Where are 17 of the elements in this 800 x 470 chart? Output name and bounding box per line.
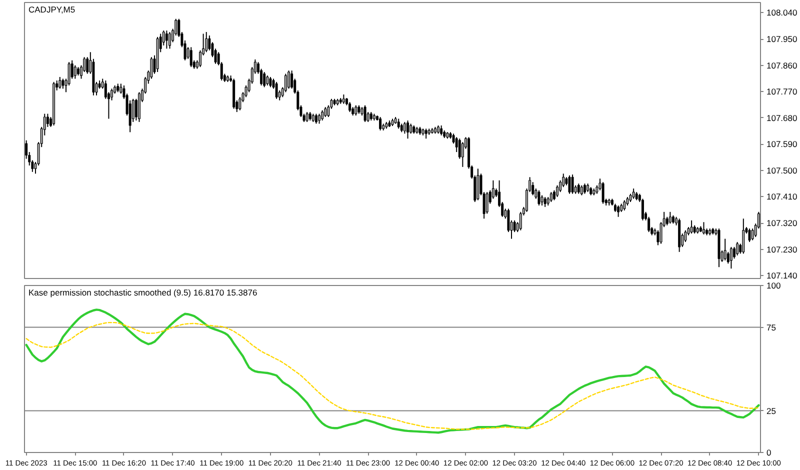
- y-tick-label: 107.500: [766, 165, 798, 176]
- y-tick-label: 107.320: [766, 218, 798, 228]
- y-tick-label: 107.410: [766, 192, 798, 202]
- y-tick-label: 107.950: [766, 34, 798, 44]
- y-tick-label: 75: [766, 322, 776, 332]
- y-tick-label: 107.680: [766, 112, 798, 123]
- y-tick-label: 107.860: [766, 60, 798, 70]
- chart-title: Kase permission stochastic smoothed (9.5) 16.8170 15.3876: [28, 288, 258, 298]
- y-tick-label: 100: [766, 280, 781, 290]
- y-tick-label: 25: [766, 406, 776, 416]
- y-tick-label: 0: [766, 448, 772, 458]
- y-tick-label: 108.040: [766, 8, 798, 18]
- y-tick-label: 107.140: [766, 270, 798, 281]
- y-tick-label: 107.590: [766, 139, 798, 150]
- chart-title: CADJPY,M5: [28, 4, 76, 14]
- y-tick-label: 107.770: [766, 86, 798, 97]
- y-tick-label: 107.230: [766, 244, 798, 254]
